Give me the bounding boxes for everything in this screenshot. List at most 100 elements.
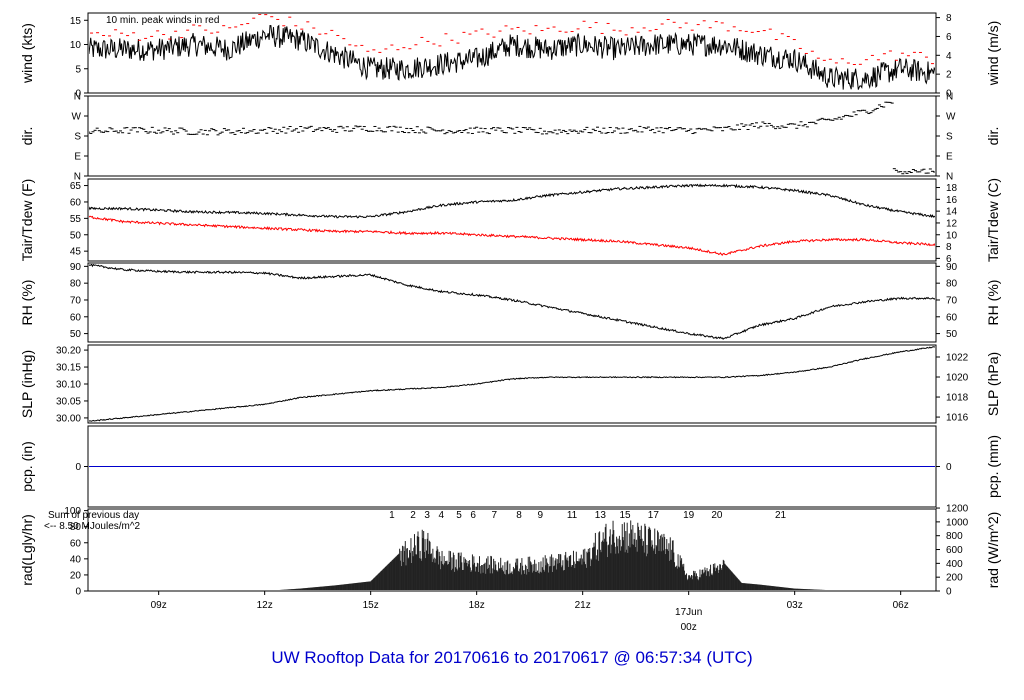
tick-label-right: 1022 — [946, 352, 969, 363]
tick-label-right: 70 — [946, 295, 958, 306]
panel-body — [89, 346, 935, 422]
time-tick-label: 03z — [787, 600, 803, 611]
radiation-hour-label: 11 — [567, 510, 578, 521]
peak-wind-note: 10 min. peak winds in red — [106, 15, 219, 26]
tick-label-right: 8 — [946, 242, 952, 253]
radiation-hour-label: 17 — [648, 510, 660, 521]
ylabel-right: wind (m/s) — [985, 21, 1001, 87]
tick-label-left: 0 — [75, 462, 81, 473]
tick-label-left: E — [74, 152, 81, 163]
tick-label-left: 50 — [70, 230, 82, 241]
tick-label-left: 100 — [64, 506, 81, 517]
tick-label-right: 14 — [946, 207, 958, 218]
tick-label-left: 20 — [70, 570, 82, 581]
tick-label-right: 400 — [946, 559, 963, 570]
tick-label-left: 40 — [70, 554, 82, 565]
tick-label-right: 90 — [946, 262, 958, 273]
series-temp-1 — [89, 215, 935, 257]
tick-label-left: 80 — [70, 522, 82, 533]
tick-label-right: 1018 — [946, 393, 969, 404]
tick-label-left: 10 — [70, 40, 82, 51]
panel-body — [89, 264, 935, 341]
tick-label-left: 30.20 — [56, 346, 81, 357]
tick-label-left: 60 — [70, 538, 82, 549]
tick-label-left: S — [74, 132, 81, 143]
tick-label-left: 65 — [70, 181, 82, 192]
tick-label-right: 2 — [946, 70, 952, 81]
panel-body — [279, 520, 826, 590]
tick-label-right: 8 — [946, 13, 952, 24]
tick-label-right: 0 — [946, 89, 952, 100]
panel-frame — [87, 95, 937, 177]
radiation-sum-value: <-- 8.50 MJoules/m^2 — [44, 521, 141, 532]
tick-label-right: 60 — [946, 312, 958, 323]
tick-label-left: 60 — [70, 312, 82, 323]
ylabel-left: dir. — [19, 127, 35, 146]
panel-wind: wind (kts) wind (m/s) 0 5 10 15 0 2 4 6 8 10 min. p… — [19, 12, 1001, 100]
series-slp-0 — [89, 346, 935, 422]
panel-temp: Tair/Tdew (F) Tair/Tdew (C) 45 50 55 60 65 6810… — [19, 178, 1001, 265]
ylabel-left: wind (kts) — [19, 23, 35, 84]
ylabel-left: Tair/Tdew (F) — [19, 179, 35, 261]
tick-label-left: 30.00 — [56, 413, 81, 424]
time-tick-label: 12z — [257, 600, 273, 611]
tick-label-left: 60 — [70, 197, 82, 208]
radiation-hour-label: 4 — [439, 510, 445, 521]
tick-label-left: 30.10 — [56, 380, 81, 391]
tick-label-left: 80 — [70, 279, 82, 290]
radiation-hour-label: 1 — [389, 510, 395, 521]
tick-label-right: 1200 — [946, 504, 969, 515]
tick-label-left: 50 — [70, 329, 82, 340]
tick-label-right: N — [946, 172, 953, 183]
ylabel-right: rad (W/m^2) — [985, 512, 1001, 589]
radiation-hour-label: 5 — [456, 510, 462, 521]
radiation-hour-label: 19 — [683, 510, 695, 521]
tick-label-left: 5 — [75, 64, 81, 75]
radiation-hour-label: 8 — [516, 510, 522, 521]
ylabel-right: pcp. (mm) — [985, 435, 1001, 498]
radiation-sum-note: Sum of previous day — [48, 510, 139, 521]
series-temp-0 — [89, 183, 935, 219]
ylabel-left: SLP (inHg) — [19, 350, 35, 418]
radiation-hour-label: 15 — [620, 510, 632, 521]
tick-label-right: 1016 — [946, 413, 969, 424]
panel-frame — [87, 344, 937, 424]
radiation-hour-label: 6 — [470, 510, 476, 521]
radiation-hour-label: 3 — [424, 510, 430, 521]
tick-label-left: 45 — [70, 247, 82, 258]
tick-label-right: 80 — [946, 279, 958, 290]
panel-frame — [87, 178, 937, 262]
panel-pcp: pcp. (in) pcp. (mm) 0 0 — [19, 425, 1001, 508]
panel-rad: rad(Lgly/hr) rad (W/m^2)02040608010002004… — [19, 504, 1001, 598]
time-tick-label: 09z — [151, 600, 167, 611]
tick-label-left: 0 — [75, 89, 81, 100]
series-rh-0 — [89, 264, 935, 341]
ylabel-left: rad(Lgly/hr) — [19, 514, 35, 586]
radiation-hour-label: 9 — [537, 510, 543, 521]
panel-body — [89, 101, 935, 175]
ylabel-right: dir. — [985, 127, 1001, 146]
day-sublabel: 00z — [681, 622, 697, 633]
tick-label-right: N — [946, 92, 953, 103]
tick-label-left: N — [74, 172, 81, 183]
tick-label-right: 16 — [946, 195, 958, 206]
ylabel-left: RH (%) — [19, 280, 35, 326]
panel-rh: RH (%) RH (%) 50 60 70 80 90 50 60 70 80 90 — [19, 262, 1001, 343]
tick-label-right: 0 — [946, 587, 952, 598]
tick-label-left: 55 — [70, 214, 82, 225]
tick-label-right: 10 — [946, 230, 958, 241]
time-tick-label: 18z — [469, 600, 485, 611]
tick-label-right: 600 — [946, 545, 963, 556]
radiation-hour-label: 20 — [711, 510, 723, 521]
tick-label-left: N — [74, 92, 81, 103]
tick-label-left: 30.05 — [56, 396, 81, 407]
tick-label-right: 0 — [946, 462, 952, 473]
tick-label-left: W — [72, 112, 82, 123]
time-tick-label: 06z — [893, 600, 909, 611]
tick-label-right: 4 — [946, 51, 952, 62]
series-wind-0 — [89, 24, 935, 90]
radiation-hour-label: 2 — [410, 510, 416, 521]
tick-label-right: 6 — [946, 254, 952, 265]
